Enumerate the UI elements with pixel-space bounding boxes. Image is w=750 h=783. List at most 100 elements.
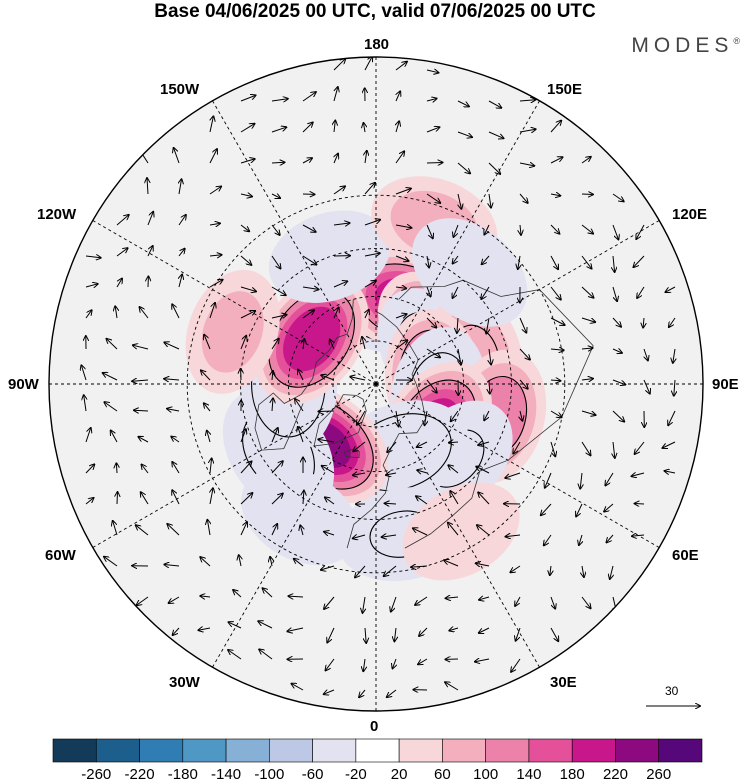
wind-arrow bbox=[545, 472, 552, 488]
wind-arrow bbox=[137, 596, 149, 605]
wind-arrow bbox=[334, 121, 335, 133]
wind-arrow bbox=[318, 411, 335, 412]
coastline bbox=[343, 448, 360, 459]
wind-arrow bbox=[321, 565, 335, 570]
wind-arrow bbox=[550, 349, 564, 350]
wind-arrow bbox=[147, 178, 148, 195]
wind-arrow bbox=[302, 158, 312, 164]
lon-label-30e: 30E bbox=[550, 674, 577, 691]
wind-arrow bbox=[393, 658, 397, 668]
wind-arrow bbox=[359, 689, 366, 697]
wind-arrow bbox=[550, 565, 551, 575]
wind-arrow bbox=[172, 304, 180, 319]
wind-arrow bbox=[207, 431, 210, 443]
wind-arrow bbox=[324, 596, 335, 609]
wind-arrow bbox=[488, 100, 501, 108]
wind-arrow bbox=[457, 100, 469, 106]
wind-arrow bbox=[229, 622, 242, 629]
colorbar-tick-label: -100 bbox=[254, 766, 285, 783]
wind-arrow bbox=[486, 317, 489, 334]
wind-arrow bbox=[520, 410, 522, 421]
wind-arrow bbox=[364, 220, 380, 226]
wind-arrow bbox=[271, 524, 277, 536]
wind-arrow bbox=[104, 557, 118, 567]
brand-registered-mark: ® bbox=[733, 36, 740, 46]
wind-arrow bbox=[448, 465, 459, 474]
wind-arrow bbox=[515, 596, 521, 606]
wind-arrow bbox=[484, 224, 490, 235]
lon-label-150w: 150W bbox=[160, 81, 200, 98]
wind-arrow bbox=[263, 588, 273, 598]
wind-arrow bbox=[413, 528, 428, 536]
wind-arrow bbox=[333, 186, 345, 195]
wind-arrow bbox=[302, 224, 316, 232]
graticule bbox=[49, 57, 703, 711]
wind-arrow bbox=[333, 87, 338, 102]
wind-arrow bbox=[364, 123, 366, 133]
meridian-line bbox=[375, 383, 660, 548]
lon-label-0: 0 bbox=[370, 718, 379, 735]
wind-arrow bbox=[453, 255, 459, 264]
wind-arrow bbox=[111, 431, 118, 443]
wind-arrow bbox=[604, 503, 614, 512]
latitude-circle bbox=[240, 248, 512, 520]
wind-arrow bbox=[457, 131, 472, 137]
wind-arrow bbox=[271, 339, 279, 350]
wind-arrow bbox=[327, 627, 335, 642]
wind-arrow bbox=[113, 521, 118, 536]
wind-arrow bbox=[550, 286, 561, 300]
wind-arrow bbox=[178, 249, 185, 257]
wind-arrow bbox=[581, 194, 593, 195]
wind-arrow bbox=[209, 255, 222, 256]
latitude-circle bbox=[287, 295, 465, 473]
wind-arrow bbox=[451, 410, 459, 421]
wind-arrow bbox=[387, 441, 397, 452]
wind-arrow bbox=[271, 428, 278, 443]
wind-arrow bbox=[174, 148, 180, 164]
wind-arrow bbox=[426, 224, 433, 238]
wind-arrow bbox=[138, 437, 149, 443]
colorbar-tick-label: -140 bbox=[211, 766, 242, 783]
wind-arrow bbox=[669, 317, 676, 327]
wind-arrow bbox=[478, 492, 490, 505]
wind-arrow bbox=[550, 255, 558, 269]
wind-arrow bbox=[579, 534, 582, 545]
wind-arrow bbox=[259, 649, 273, 660]
wind-arrow bbox=[302, 255, 316, 265]
wind-arrow bbox=[240, 461, 252, 474]
colorbar-tick-label: 140 bbox=[516, 766, 542, 783]
wind-arrow bbox=[668, 410, 676, 425]
wind-arrow bbox=[519, 348, 530, 360]
wind-arrow bbox=[333, 59, 345, 71]
wind-arrow bbox=[167, 409, 180, 411]
wind-arrow bbox=[209, 280, 223, 288]
wind-arrow bbox=[164, 379, 180, 380]
wind-arrow bbox=[103, 373, 118, 381]
colorbar-swatch bbox=[658, 738, 703, 763]
wind-arrow bbox=[426, 70, 438, 73]
wind-arrow bbox=[179, 179, 182, 195]
wind-arrow bbox=[200, 557, 211, 567]
wind-arrow bbox=[365, 627, 366, 643]
wind-arrow bbox=[136, 525, 149, 536]
wind-arrow bbox=[445, 682, 459, 691]
wind-arrow bbox=[240, 124, 255, 133]
wind-arrow bbox=[576, 503, 583, 516]
colorbar bbox=[52, 738, 703, 763]
wind-arrow bbox=[396, 91, 400, 102]
wind-arrow bbox=[643, 379, 650, 394]
wind-arrow bbox=[178, 215, 186, 226]
lon-label-180: 180 bbox=[364, 36, 390, 53]
wind-arrow bbox=[350, 377, 366, 380]
wind-arrow bbox=[209, 187, 221, 195]
wind-arrow bbox=[612, 286, 617, 301]
wind-arrow bbox=[417, 470, 428, 473]
wind-arrow bbox=[81, 365, 87, 381]
wind-arrow bbox=[85, 310, 92, 319]
colorbar-swatch bbox=[485, 738, 530, 763]
colorbar-tick-label: -180 bbox=[167, 766, 198, 783]
wind-arrow bbox=[164, 342, 180, 350]
wind-arrow bbox=[85, 428, 91, 443]
coastline bbox=[313, 394, 367, 447]
